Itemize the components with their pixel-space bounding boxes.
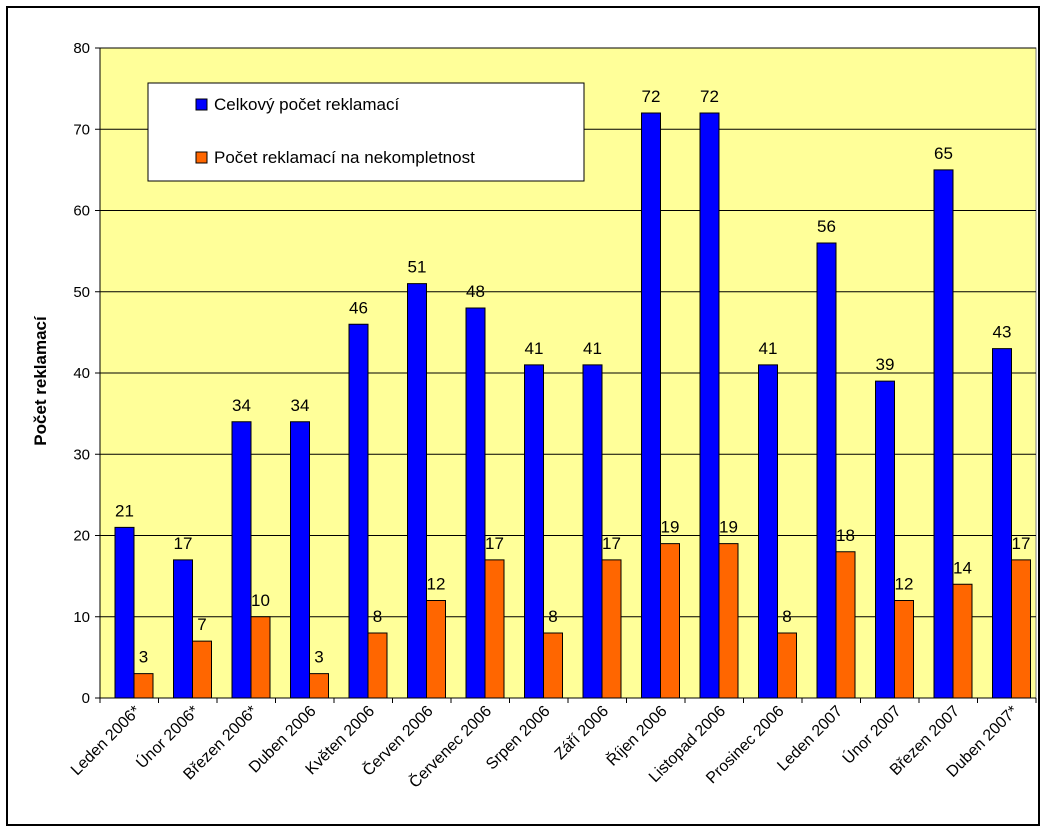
data-label: 41 [525, 339, 544, 358]
y-tick-label: 70 [73, 121, 90, 138]
data-label: 46 [349, 298, 368, 317]
bar-total [524, 364, 544, 699]
data-label: 72 [642, 87, 661, 106]
data-label: 8 [548, 607, 557, 626]
bar-incomplete [1011, 559, 1031, 699]
y-tick-label: 20 [73, 528, 90, 545]
y-tick-label: 60 [73, 203, 90, 220]
bar-incomplete [894, 600, 914, 699]
legend-label: Celkový počet reklamací [214, 95, 399, 114]
data-label: 19 [661, 518, 680, 537]
y-tick-label: 80 [73, 40, 90, 57]
data-label: 34 [232, 396, 251, 415]
bar-total [348, 323, 369, 699]
data-label: 12 [427, 575, 446, 594]
bar-total [875, 380, 895, 699]
bar-incomplete [426, 600, 446, 699]
data-label: 21 [115, 501, 134, 520]
bar-incomplete [250, 616, 271, 699]
bar-incomplete [601, 559, 622, 699]
data-label: 10 [251, 591, 270, 610]
data-label: 65 [934, 144, 953, 163]
bar-total [641, 112, 661, 699]
bar-total [465, 307, 486, 699]
legend-swatch [195, 98, 208, 111]
data-label: 43 [993, 323, 1012, 342]
value-labels: 2131773410343468511248174184117721972194… [115, 87, 1030, 667]
data-label: 34 [291, 396, 310, 415]
bar-total [173, 559, 193, 699]
data-label: 17 [174, 534, 193, 553]
bar-total [290, 421, 310, 699]
bar-total [699, 112, 720, 699]
legend-box [147, 82, 585, 182]
bar-incomplete [660, 543, 680, 699]
bar-total [992, 348, 1012, 699]
x-tick-label: Září 2006 [552, 703, 613, 764]
bar-incomplete [484, 559, 505, 699]
x-tick-label: Leden 2006* [68, 703, 144, 779]
data-label: 8 [782, 607, 791, 626]
bar-incomplete [777, 632, 797, 699]
bar-incomplete [718, 543, 739, 699]
bar-total [933, 169, 954, 699]
bar-total [231, 421, 252, 699]
bar-incomplete [543, 632, 563, 699]
legend-label: Počet reklamací na nekompletnost [214, 148, 475, 167]
bar-total [758, 364, 778, 699]
data-label: 41 [583, 339, 602, 358]
x-tick-label: Únor 2007 [838, 701, 904, 767]
y-tick-label: 10 [73, 609, 90, 626]
y-axis-label: Počet reklamací [31, 315, 50, 446]
data-label: 3 [314, 648, 323, 667]
data-label: 51 [408, 258, 427, 277]
bar-incomplete [133, 673, 154, 699]
bar-incomplete [192, 640, 212, 699]
data-label: 14 [953, 558, 972, 577]
y-tick-label: 0 [82, 690, 90, 707]
bar-incomplete [952, 583, 973, 699]
bar-incomplete [309, 673, 329, 699]
data-label: 18 [836, 526, 855, 545]
data-label: 56 [817, 217, 836, 236]
data-label: 8 [373, 607, 382, 626]
y-tick-label: 50 [73, 284, 90, 301]
bar-total [407, 283, 427, 699]
data-label: 17 [602, 534, 621, 553]
data-label: 72 [700, 87, 719, 106]
data-label: 17 [485, 534, 504, 553]
data-label: 7 [197, 615, 206, 634]
legend: Celkový počet reklamací Počet reklamací n… [147, 82, 585, 182]
x-tick-label: Srpen 2006 [483, 703, 554, 774]
y-tick-label: 40 [73, 365, 90, 382]
bar-incomplete [835, 551, 856, 699]
bars [114, 112, 1031, 699]
bar-total [816, 242, 837, 699]
data-label: 12 [895, 575, 914, 594]
data-label: 3 [139, 648, 148, 667]
data-label: 17 [1012, 534, 1031, 553]
gridlines [100, 47, 1036, 618]
data-label: 39 [876, 355, 895, 374]
data-label: 48 [466, 282, 485, 301]
bar-total [114, 526, 135, 699]
bar-incomplete [367, 632, 388, 699]
data-label: 19 [719, 518, 738, 537]
y-tick-label: 30 [73, 446, 90, 463]
bar-total [582, 364, 603, 699]
legend-swatch [195, 151, 208, 164]
data-label: 41 [759, 339, 778, 358]
